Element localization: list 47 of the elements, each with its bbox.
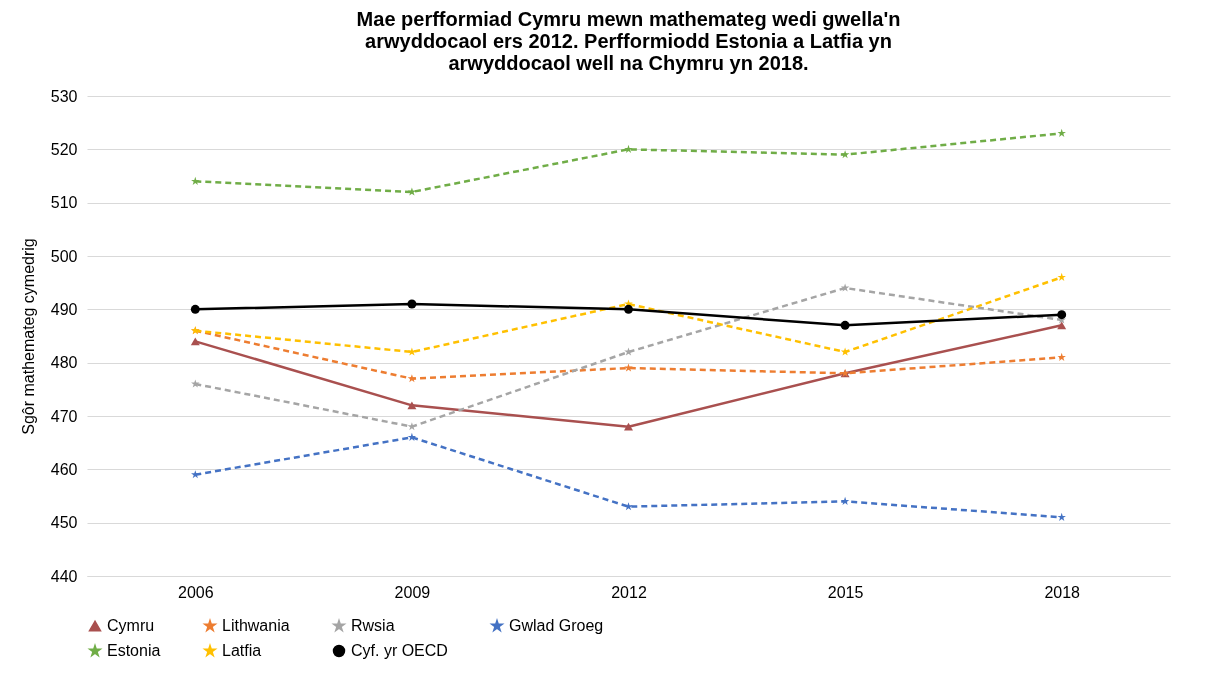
legend-label: Lithwania xyxy=(222,617,290,634)
y-tick-label: 470 xyxy=(50,407,78,425)
point xyxy=(624,422,633,431)
point xyxy=(407,187,417,196)
y-tick-label: 440 xyxy=(50,567,78,585)
legend-label: Cymru xyxy=(107,617,155,634)
y-tick-label: 520 xyxy=(50,140,78,158)
y-tick-label: 530 xyxy=(50,87,78,105)
point xyxy=(1057,128,1066,137)
point xyxy=(191,379,200,388)
legend-label: Estonia xyxy=(107,642,161,659)
point xyxy=(190,337,200,346)
point xyxy=(1057,321,1067,330)
point xyxy=(407,299,417,309)
point xyxy=(1057,272,1066,281)
point xyxy=(624,144,633,153)
y-axis-title: Sgôr mathemateg cymedrig xyxy=(19,238,37,435)
legend-label: Latfia xyxy=(222,642,262,659)
point xyxy=(190,304,200,314)
point xyxy=(407,374,417,383)
point xyxy=(840,283,850,292)
x-tick-label: 2012 xyxy=(611,583,647,601)
y-tick-label: 510 xyxy=(50,194,78,212)
y-tick-label: 500 xyxy=(50,247,78,265)
point xyxy=(840,347,850,356)
point xyxy=(624,304,633,314)
x-tick-label: 2009 xyxy=(394,583,431,601)
y-tick-label: 460 xyxy=(50,460,78,478)
chart-title: Mae perfformiad Cymru mewn mathemateg wedi gwella'n arwyddocaol ers 2012. Perfformiodd Estonia a Latfia yn arwyddocaol well na Chymru yn 2018. xyxy=(356,8,901,74)
point xyxy=(407,401,417,410)
point xyxy=(1057,512,1066,521)
x-tick-label: 2006 xyxy=(178,583,214,601)
legend-label: Cyf. yr OECD xyxy=(351,642,448,659)
point xyxy=(1057,310,1067,320)
point xyxy=(407,432,417,441)
y-tick-label: 490 xyxy=(50,300,78,318)
x-tick-label: 2018 xyxy=(1044,583,1081,601)
point xyxy=(1057,352,1066,361)
y-tick-label: 480 xyxy=(50,354,78,372)
x-tick-label: 2015 xyxy=(827,583,864,601)
legend-label: Rwsia xyxy=(351,617,395,634)
point xyxy=(191,176,200,185)
legend-label: Gwlad Groeg xyxy=(509,617,604,634)
point xyxy=(840,320,850,330)
y-tick-label: 450 xyxy=(50,514,78,532)
point xyxy=(840,496,850,505)
point xyxy=(840,150,850,159)
